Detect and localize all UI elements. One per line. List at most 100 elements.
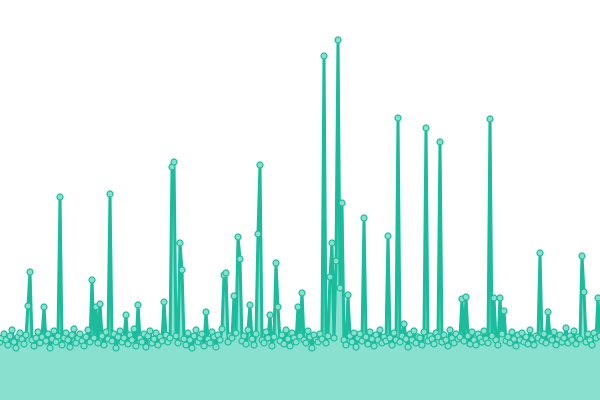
data-point — [108, 337, 116, 345]
data-point — [522, 333, 530, 341]
data-point — [596, 332, 600, 340]
data-point — [254, 230, 262, 238]
data-point — [462, 293, 470, 301]
data-point — [280, 340, 288, 348]
data-point — [188, 344, 196, 352]
data-point — [384, 232, 392, 240]
data-point — [278, 331, 286, 339]
data-point — [542, 339, 550, 347]
data-point — [304, 327, 312, 335]
data-point — [370, 342, 378, 350]
data-point — [560, 334, 568, 342]
data-point — [484, 339, 492, 347]
data-point — [490, 294, 498, 302]
data-point — [362, 333, 370, 341]
data-point — [0, 330, 8, 338]
data-point — [128, 336, 136, 344]
data-point — [52, 338, 60, 346]
data-point — [360, 214, 368, 222]
data-point — [24, 302, 32, 310]
data-point — [282, 326, 290, 334]
data-point — [202, 308, 210, 316]
data-point — [40, 303, 48, 311]
data-point — [100, 341, 108, 349]
data-point — [264, 334, 272, 342]
data-point — [260, 339, 268, 347]
data-point — [240, 332, 248, 340]
data-point — [388, 341, 396, 349]
data-point — [404, 343, 412, 351]
data-point — [364, 340, 372, 348]
data-point — [504, 333, 512, 341]
data-point — [442, 336, 450, 344]
data-point — [212, 343, 220, 351]
data-point — [30, 342, 38, 350]
data-point — [222, 269, 230, 277]
data-point — [236, 255, 244, 263]
data-point — [594, 294, 600, 302]
data-point — [434, 333, 442, 341]
data-point — [576, 335, 584, 343]
data-point — [572, 340, 580, 348]
data-point — [206, 339, 214, 347]
data-point — [58, 341, 66, 349]
data-point — [66, 343, 74, 351]
data-point — [138, 338, 146, 346]
data-point — [270, 333, 278, 341]
data-point — [272, 259, 280, 267]
data-point — [142, 343, 150, 351]
data-point — [500, 307, 508, 315]
data-point — [320, 52, 328, 60]
data-point — [96, 300, 104, 308]
data-point — [326, 273, 334, 281]
data-point — [106, 190, 114, 198]
data-point — [588, 341, 596, 349]
data-point — [190, 332, 198, 340]
data-point — [256, 161, 264, 169]
data-point — [36, 339, 44, 347]
data-point — [298, 289, 306, 297]
data-point — [4, 341, 12, 349]
data-point — [62, 329, 70, 337]
data-point — [176, 239, 184, 247]
data-point — [88, 276, 96, 284]
data-point — [416, 334, 424, 342]
data-point — [530, 341, 538, 349]
data-point — [286, 342, 294, 350]
data-point — [248, 335, 256, 343]
data-point — [308, 344, 316, 352]
data-points — [0, 36, 600, 352]
data-point — [446, 326, 454, 334]
data-point — [486, 115, 494, 123]
data-point — [54, 332, 62, 340]
data-point — [76, 330, 84, 338]
data-point — [444, 342, 452, 350]
data-point — [292, 338, 300, 346]
data-point — [302, 339, 310, 347]
data-point — [6, 332, 14, 340]
data-point — [8, 326, 16, 334]
data-point — [332, 257, 340, 265]
data-point — [184, 329, 192, 337]
data-point — [34, 328, 42, 336]
data-point — [526, 326, 534, 334]
data-point — [102, 328, 110, 336]
data-point — [70, 325, 78, 333]
data-point — [356, 330, 364, 338]
data-point — [94, 339, 102, 347]
data-point — [330, 334, 338, 342]
data-point — [146, 327, 154, 335]
data-point — [50, 327, 58, 335]
data-point — [228, 334, 236, 342]
data-point — [498, 330, 506, 338]
data-point — [274, 303, 282, 311]
data-point — [242, 340, 250, 348]
data-point — [80, 342, 88, 350]
data-point — [198, 330, 206, 338]
data-point — [22, 331, 30, 339]
data-point — [420, 328, 428, 336]
data-point — [234, 233, 242, 241]
data-point — [42, 337, 50, 345]
data-point — [170, 158, 178, 166]
